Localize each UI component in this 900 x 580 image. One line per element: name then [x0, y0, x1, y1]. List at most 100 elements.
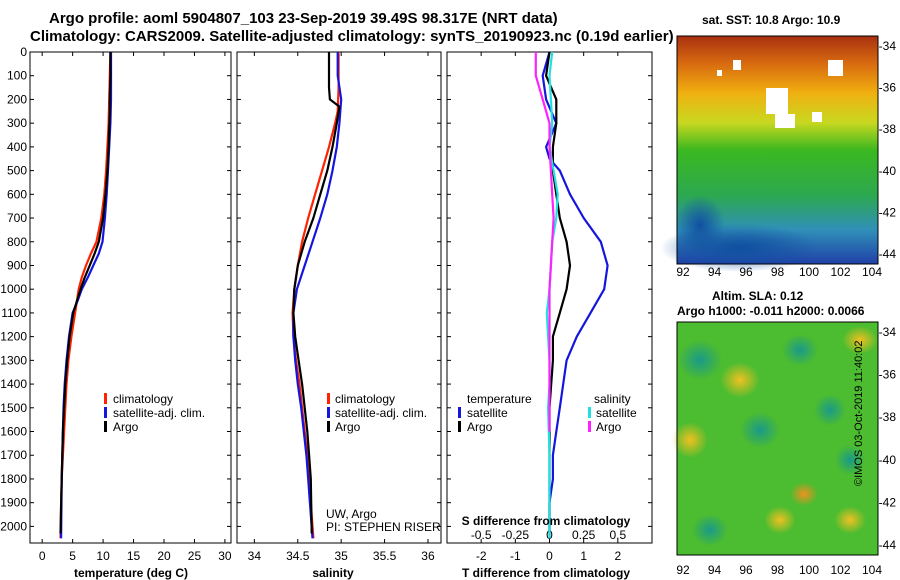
legend-swatch-temp-satellite — [458, 407, 461, 418]
map-y-tick-label: -42 — [879, 205, 897, 219]
x-tick-label: 2 — [614, 549, 621, 563]
legend-label-satellite: satellite-adj. clim. — [335, 406, 427, 420]
series-line-salinity-argo — [534, 52, 555, 432]
difference-x-axis-label: T difference from climatology — [462, 566, 630, 580]
sla-low-patch — [692, 514, 728, 546]
depth-tick-label: 400 — [7, 140, 27, 154]
salinity-x-tick-labels: 34 34.5 35 35.5 36 — [248, 549, 435, 563]
legend-swatch-climatology — [104, 393, 107, 404]
x-tick-label: 34 — [248, 549, 262, 563]
legend-heading-temperature: temperature — [467, 392, 532, 406]
x-tick-label: -1 — [510, 549, 521, 563]
map-x-tick-label: 92 — [676, 563, 690, 577]
series-line-satellite-adj-clim- — [60, 52, 113, 539]
sst-cloud-mask — [828, 60, 843, 76]
map-x-tick-label: 104 — [862, 265, 882, 279]
series-line-argo — [59, 52, 112, 534]
map-x-tick-label: 102 — [830, 265, 850, 279]
x-tick-label: 5 — [69, 549, 76, 563]
plot-title-line2: Climatology: CARS2009. Satellite-adjuste… — [30, 28, 674, 45]
depth-tick-labels: 0 100 200 300 400 500 600 700 800 900 1000 1100 1200… — [0, 45, 27, 533]
map-x-tick-label: 94 — [708, 563, 722, 577]
x-tick-label: 10 — [96, 549, 110, 563]
depth-tick-label: 800 — [7, 235, 27, 249]
map-y-tick-label: -42 — [879, 495, 897, 509]
map-y-tick-label: -34 — [879, 39, 897, 53]
depth-tick-label: 1100 — [1, 306, 27, 320]
depth-tick-label: 900 — [7, 258, 27, 272]
series-line-argo — [292, 52, 341, 534]
map-x-tick-label: 100 — [799, 563, 819, 577]
map-y-tick-label: -40 — [879, 164, 897, 178]
map-x-tick-label: 98 — [771, 265, 785, 279]
x-tick-label: 25 — [188, 549, 202, 563]
x-tick-label: 20 — [157, 549, 171, 563]
legend-label-climatology: climatology — [113, 392, 173, 406]
legend-label-argo: Argo — [113, 420, 139, 434]
sla-high-patch — [834, 506, 866, 534]
sla-x-tick-labels: 92 94 96 98 100 102 104 — [676, 563, 882, 577]
temperature-x-tick-labels: 0 5 10 15 20 25 30 — [39, 549, 232, 563]
sla-high-patch — [672, 422, 708, 458]
map-y-tick-label: -44 — [879, 538, 897, 552]
sst-cold-patch — [675, 195, 725, 255]
x-tick-label: 36 — [421, 549, 435, 563]
legend-heading-salinity: salinity — [594, 392, 631, 406]
legend-swatch-sal-argo — [588, 421, 591, 432]
sla-high-patch — [790, 482, 818, 506]
map-y-tick-label: -36 — [879, 368, 897, 382]
temperature-legend: climatology satellite-adj. clim. Argo — [104, 392, 205, 434]
depth-tick-label: 100 — [7, 69, 27, 83]
sst-cloud-mask — [733, 60, 741, 70]
x-tick-label: 34.5 — [286, 549, 310, 563]
legend-label-temp-satellite: satellite — [467, 406, 508, 420]
map-x-tick-label: 102 — [830, 563, 850, 577]
sla-map — [672, 321, 879, 556]
sla-map-title-line1: Altim. SLA: 0.12 — [712, 289, 804, 303]
depth-tick-label: 1900 — [0, 496, 27, 510]
depth-tick-label: 200 — [7, 92, 27, 106]
depth-tick-label: 1000 — [0, 282, 27, 296]
sla-low-patch — [782, 334, 818, 366]
legend-label-sal-argo: Argo — [596, 420, 622, 434]
x-tick-label: 1 — [580, 549, 587, 563]
legend-swatch-sal-satellite — [588, 407, 591, 418]
salinity-difference-tick-labels: -0.5 -0.25 0 0.25 0.5 — [471, 528, 627, 542]
sla-high-patch — [842, 326, 878, 354]
map-x-tick-label: 96 — [739, 265, 753, 279]
temperature-panel-frame — [29, 51, 232, 544]
imos-credit: ©IMOS 03-Oct-2019 11:40:02 — [853, 340, 865, 486]
series-line-climatology — [59, 51, 112, 539]
legend-label-argo: Argo — [335, 420, 361, 434]
sst-cloud-mask — [766, 88, 788, 114]
sst-map-frame — [676, 35, 879, 265]
map-x-tick-label: 96 — [739, 563, 753, 577]
depth-tick-label: 1200 — [0, 330, 27, 344]
depth-tick-label: 1500 — [0, 401, 27, 415]
map-x-tick-label: 104 — [862, 563, 882, 577]
legend-label-climatology: climatology — [335, 392, 395, 406]
sst-cloud-mask — [717, 70, 722, 76]
depth-tick-label: 600 — [7, 187, 27, 201]
x-tick-label: 0 — [546, 549, 553, 563]
map-y-tick-label: -38 — [879, 122, 897, 136]
legend-swatch-argo — [327, 421, 330, 432]
pi-annotation: PI: STEPHEN RISER — [326, 520, 441, 534]
sst-map-title: sat. SST: 10.8 Argo: 10.9 — [702, 13, 841, 27]
sla-y-tick-labels: -34 -36 -38 -40 -42 -44 — [879, 325, 897, 552]
sla-low-patch — [740, 412, 780, 448]
tick-marks — [30, 51, 652, 543]
s-diff-tick-label: 0.5 — [609, 528, 626, 542]
depth-tick-label: 1700 — [0, 448, 27, 462]
series-line-satellite-adj-clim- — [292, 52, 343, 539]
s-diff-tick-label: 0.25 — [572, 528, 596, 542]
depth-tick-label: 1400 — [0, 377, 27, 391]
legend-swatch-temp-argo — [458, 421, 461, 432]
legend-swatch-climatology — [327, 393, 330, 404]
map-x-tick-label: 100 — [799, 265, 819, 279]
sst-x-tick-labels: 92 94 96 98 100 102 104 — [676, 265, 882, 279]
map-y-tick-label: -36 — [879, 81, 897, 95]
s-diff-tick-label: -0.25 — [502, 528, 530, 542]
temperature-x-axis-label: temperature (deg C) — [74, 566, 188, 580]
